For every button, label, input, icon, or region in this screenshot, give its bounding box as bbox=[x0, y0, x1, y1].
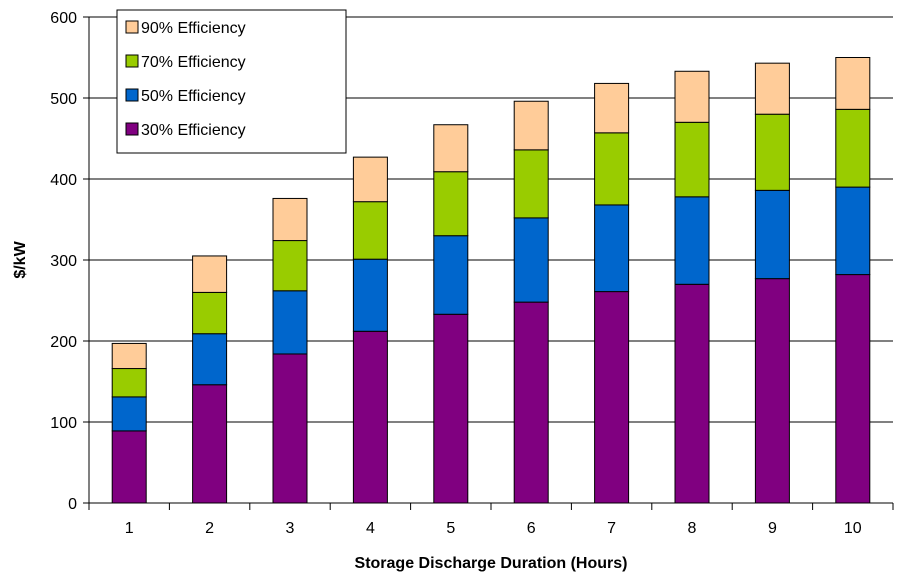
x-tick-label: 10 bbox=[844, 520, 862, 537]
bar-segment bbox=[192, 333, 228, 386]
bar-segment bbox=[674, 70, 710, 123]
y-tick-label: 100 bbox=[50, 415, 77, 432]
bar-segment bbox=[192, 255, 228, 293]
bar-segment bbox=[272, 240, 308, 292]
y-tick-label: 0 bbox=[68, 496, 77, 513]
y-tick-label: 200 bbox=[50, 334, 77, 351]
y-tick-label: 500 bbox=[50, 91, 77, 108]
bar-segment bbox=[594, 132, 630, 206]
bar-segment bbox=[111, 342, 147, 370]
bar-segment bbox=[352, 156, 388, 203]
bar-segment bbox=[674, 121, 710, 198]
bar-segment bbox=[352, 330, 388, 504]
x-tick-label: 4 bbox=[366, 520, 375, 537]
legend-box bbox=[116, 9, 347, 154]
bar-segment bbox=[835, 274, 871, 504]
bar-segment bbox=[835, 108, 871, 188]
bars bbox=[111, 57, 871, 504]
bar-segment bbox=[513, 301, 549, 504]
bar-segment bbox=[513, 217, 549, 303]
x-tick-label: 7 bbox=[607, 520, 616, 537]
y-tick-label: 400 bbox=[50, 172, 77, 189]
legend: 90% Efficiency 70% Efficiency 50% Efficien… bbox=[116, 9, 347, 154]
legend-label: 50% Efficiency bbox=[141, 88, 246, 105]
bar-segment bbox=[513, 100, 549, 151]
bar-segment bbox=[513, 149, 549, 219]
y-axis-title: $/kW bbox=[12, 240, 29, 278]
y-tick-label: 300 bbox=[50, 253, 77, 270]
legend-swatch bbox=[125, 54, 139, 68]
bar-segment bbox=[111, 430, 147, 504]
x-tick-label: 2 bbox=[205, 520, 214, 537]
legend-swatch bbox=[125, 88, 139, 102]
bar-segment bbox=[352, 258, 388, 332]
x-tick-label: 9 bbox=[768, 520, 777, 537]
x-tick-label: 5 bbox=[446, 520, 455, 537]
bar-segment bbox=[594, 204, 630, 293]
bar-segment bbox=[754, 62, 790, 115]
bar-segment bbox=[594, 291, 630, 504]
bar-segment bbox=[272, 353, 308, 504]
bar-segment bbox=[433, 124, 469, 173]
bar-segment bbox=[352, 201, 388, 260]
legend-label: 70% Efficiency bbox=[141, 54, 246, 71]
bar-segment bbox=[111, 368, 147, 398]
legend-swatch bbox=[125, 20, 139, 34]
bar-segment bbox=[594, 82, 630, 134]
bar-segment bbox=[835, 186, 871, 276]
y-tick-label: 600 bbox=[50, 10, 77, 27]
bar-segment bbox=[192, 291, 228, 335]
x-tick-label: 3 bbox=[286, 520, 295, 537]
legend-label: 90% Efficiency bbox=[141, 20, 246, 37]
bar-segment bbox=[754, 278, 790, 504]
legend-swatch bbox=[125, 122, 139, 136]
bar-segment bbox=[835, 57, 871, 110]
bar-segment bbox=[674, 283, 710, 504]
bar-segment bbox=[754, 189, 790, 280]
bar-segment bbox=[192, 384, 228, 504]
bar-segment bbox=[433, 171, 469, 237]
axes: 0 100 200 300 400 500 600 1 2 3 4 5 6 7 8 9 10 bbox=[50, 10, 894, 537]
bar-segment bbox=[754, 113, 790, 191]
bar-segment bbox=[433, 313, 469, 504]
x-tick-label: 6 bbox=[527, 520, 536, 537]
x-tick-label: 8 bbox=[688, 520, 697, 537]
bar-segment bbox=[111, 396, 147, 432]
x-axis-title: Storage Discharge Duration (Hours) bbox=[355, 555, 628, 572]
legend-label: 30% Efficiency bbox=[141, 122, 246, 139]
x-tick-label: 1 bbox=[125, 520, 134, 537]
bar-segment bbox=[433, 235, 469, 315]
bar-segment bbox=[272, 290, 308, 355]
bar-segment bbox=[674, 196, 710, 285]
bar-segment bbox=[272, 197, 308, 242]
